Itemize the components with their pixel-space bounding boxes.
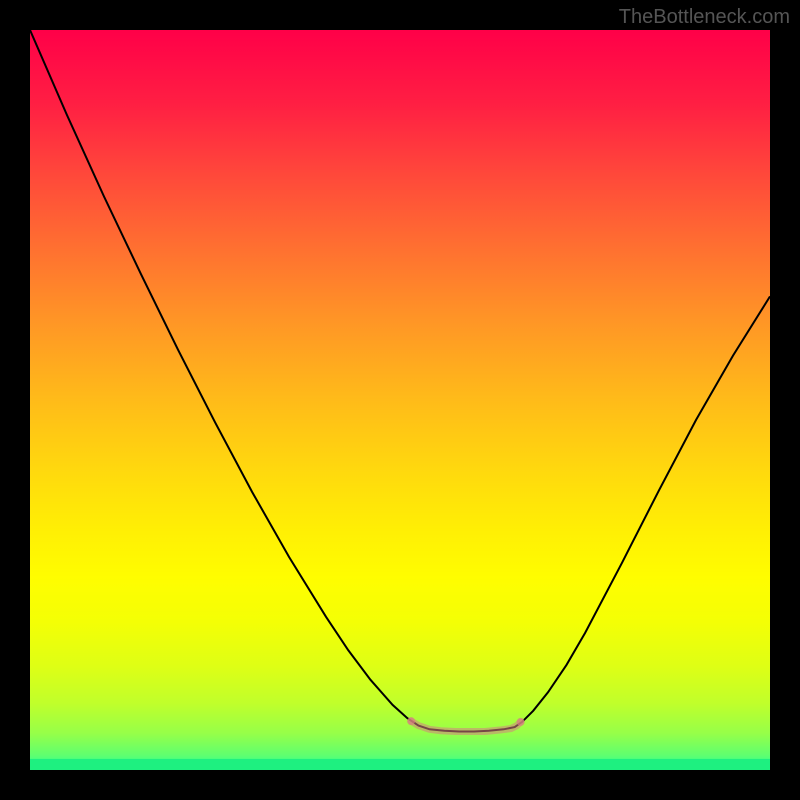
chart-container: [30, 30, 770, 770]
band-endpoint-dot: [407, 717, 415, 725]
green-strip: [30, 759, 770, 770]
chart-background: [30, 30, 770, 770]
chart-svg: [30, 30, 770, 770]
band-endpoint-dot: [517, 718, 525, 726]
watermark-text: TheBottleneck.com: [619, 6, 790, 29]
